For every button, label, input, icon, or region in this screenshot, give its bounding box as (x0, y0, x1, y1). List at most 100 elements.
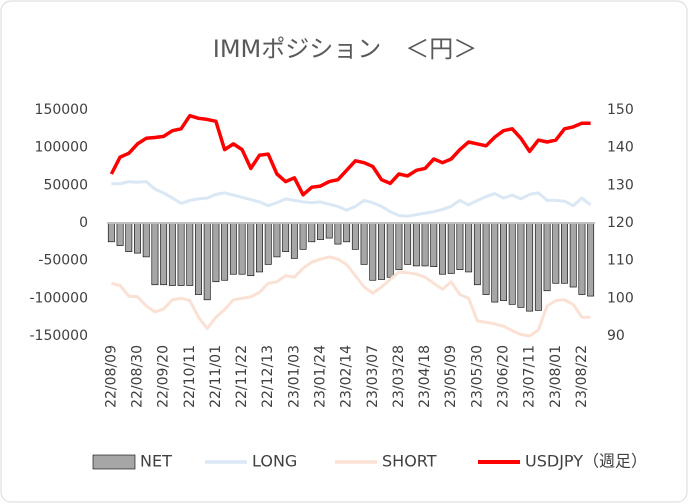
bar (517, 222, 525, 308)
bar (203, 222, 211, 301)
bar (308, 222, 316, 243)
bar (369, 222, 377, 281)
x-tick-label: 22/09/20 (156, 345, 172, 408)
legend-label: SHORT (382, 452, 437, 471)
y2-tick-label: 150 (607, 102, 634, 118)
bar (229, 222, 237, 275)
bar (526, 222, 534, 312)
bar (508, 222, 516, 305)
bar (500, 222, 507, 301)
bar (160, 222, 168, 286)
x-tick-label: 23/03/28 (391, 345, 407, 408)
x-tick-label: 23/02/14 (339, 345, 355, 408)
bar (168, 222, 176, 286)
bar (142, 222, 150, 258)
y2-tick-label: 120 (607, 215, 634, 231)
y2-tick-label: 90 (607, 328, 625, 344)
x-tick-label: 23/03/07 (365, 345, 381, 408)
bar (552, 222, 560, 284)
legend-swatch (92, 454, 136, 470)
legend-label: USDJPY（週足） (525, 452, 647, 471)
x-tick-label: 23/01/24 (313, 345, 329, 408)
bar (195, 222, 202, 295)
bar (221, 222, 229, 281)
bar (264, 222, 272, 265)
bar (465, 222, 473, 273)
bar (561, 222, 568, 284)
x-tick-label: 23/05/30 (469, 345, 485, 408)
bar (351, 222, 359, 250)
bar (386, 222, 394, 278)
y2-tick-label: 130 (607, 177, 634, 193)
y2-tick-label: 140 (607, 140, 634, 156)
y-tick-label: 50000 (43, 177, 88, 193)
bar (447, 222, 455, 274)
bar (290, 222, 298, 259)
bar (343, 222, 351, 243)
bar (116, 222, 124, 246)
bar (412, 222, 420, 267)
bar (578, 222, 586, 295)
y-tick-label: 100000 (35, 140, 88, 156)
bar (491, 222, 499, 303)
bar (473, 222, 481, 286)
bar (334, 222, 342, 245)
y-tick-label: -50000 (38, 253, 88, 269)
bar (256, 222, 263, 273)
chart-title: IMMポジション ＜円＞ (213, 35, 478, 63)
x-tick-label: 23/08/22 (574, 345, 590, 408)
legend-label: LONG (252, 452, 297, 471)
bar (134, 222, 141, 254)
bar (378, 222, 385, 280)
y2-tick-label: 100 (607, 290, 634, 306)
bar (395, 222, 403, 271)
bar (569, 222, 577, 288)
x-tick-label: 23/08/01 (548, 345, 564, 408)
x-tick-label: 23/05/09 (443, 345, 459, 408)
bar (325, 222, 333, 239)
y-tick-label: -150000 (30, 328, 89, 344)
x-tick-label: 23/06/20 (496, 345, 512, 408)
bar (439, 222, 446, 275)
bar (238, 222, 246, 275)
bar (247, 222, 255, 277)
bar (186, 222, 194, 286)
y-tick-label: 150000 (35, 102, 88, 118)
x-tick-label: 22/08/30 (130, 345, 146, 408)
y-tick-label: 0 (79, 215, 88, 231)
bar (587, 222, 595, 297)
bar (430, 222, 438, 267)
bar (456, 222, 464, 271)
bar (299, 222, 307, 250)
bar (543, 222, 551, 292)
bar (273, 222, 281, 258)
bar (404, 222, 412, 265)
x-tick-label: 22/08/09 (103, 345, 119, 408)
bar (421, 222, 429, 267)
bar (482, 222, 490, 295)
x-tick-label: 22/12/13 (260, 345, 276, 408)
bar (317, 222, 324, 240)
bar (107, 222, 115, 243)
bar (534, 222, 542, 311)
legend-label: NET (140, 452, 172, 471)
bar (177, 222, 185, 286)
line (109, 113, 591, 197)
x-tick-label: 23/04/18 (417, 345, 433, 408)
y-tick-label: -100000 (30, 290, 89, 306)
bar (282, 222, 290, 252)
x-tick-label: 22/11/22 (234, 345, 250, 408)
x-tick-label: 22/10/11 (182, 345, 198, 408)
x-tick-label: 23/01/03 (286, 345, 302, 408)
y2-tick-label: 110 (607, 253, 634, 269)
bar (125, 222, 133, 252)
x-tick-label: 23/07/11 (522, 345, 538, 408)
line (111, 255, 591, 338)
line (111, 180, 592, 218)
bar (151, 222, 159, 286)
bar (360, 222, 368, 265)
bar (212, 222, 220, 283)
x-tick-label: 22/11/01 (208, 345, 224, 408)
